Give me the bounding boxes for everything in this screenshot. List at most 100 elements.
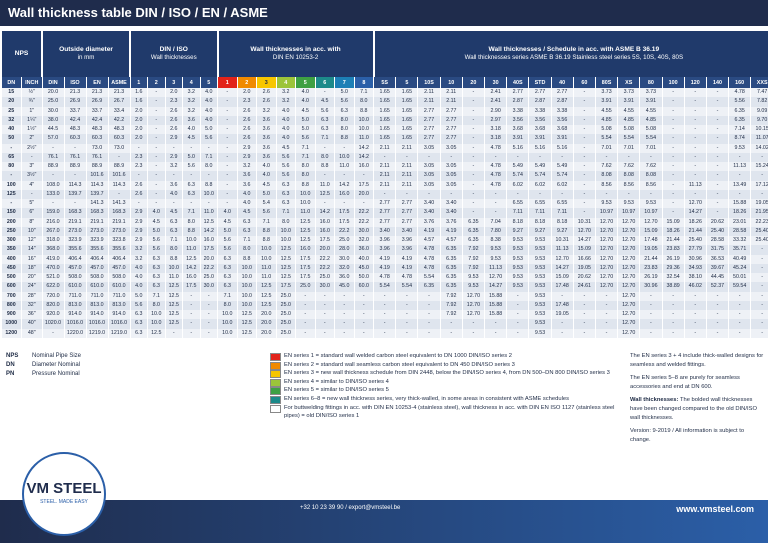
table-cell: 168.3: [85, 208, 108, 218]
table-cell: 219.1: [107, 217, 130, 227]
table-cell: -: [461, 134, 485, 144]
table-cell: -: [705, 291, 729, 301]
table-cell: 21.3: [107, 88, 130, 98]
table-cell: -: [182, 328, 200, 338]
table-cell: 12.70: [617, 310, 640, 320]
column-header: 20: [461, 77, 485, 88]
table-cell: 2.3: [129, 152, 148, 162]
table-cell: -: [129, 199, 148, 209]
table-cell: 100: [0, 180, 22, 190]
title: Wall thickness table DIN / ISO / EN / AS…: [0, 0, 768, 26]
table-cell: 2.77: [439, 106, 463, 116]
table-cell: 3.68: [506, 125, 529, 135]
color-swatch: [270, 404, 281, 413]
table-cell: -: [199, 319, 218, 329]
table-cell: 6.35: [461, 236, 485, 246]
table-cell: 8.8: [353, 106, 374, 116]
table-cell: -: [484, 199, 507, 209]
group-subtitle: Wall thicknesses series ASME B 36.19 Sta…: [464, 54, 684, 61]
table-cell: 168.3: [63, 208, 86, 218]
table-cell: 40": [21, 319, 42, 329]
table-cell: 5.6: [275, 162, 296, 172]
table-cell: -: [217, 115, 238, 125]
table-cell: 3.38: [550, 106, 574, 116]
table-cell: 323.9: [63, 236, 86, 246]
table-cell: 19.05: [550, 310, 574, 320]
table-cell: 2.77: [506, 88, 529, 98]
table-cell: 76.1: [63, 152, 86, 162]
table-cell: 3.2: [256, 106, 277, 116]
table-cell: 14.27: [484, 282, 507, 292]
table-cell: 20.0: [256, 310, 277, 320]
table-cell: -: [295, 319, 316, 329]
table-cell: 2.6: [236, 125, 257, 135]
table-cell: 6.3: [314, 125, 335, 135]
table-cell: 20.62: [572, 273, 596, 283]
table-cell: 3.40: [439, 208, 463, 218]
table-cell: 11.0: [295, 208, 316, 218]
table-cell: 7.01: [594, 143, 618, 153]
table-cell: -: [750, 254, 768, 264]
table-cell: 25.0: [275, 300, 296, 310]
abbreviation-key: DN: [6, 362, 15, 368]
table-cell: -: [683, 319, 707, 329]
table-cell: 21.95: [750, 208, 768, 218]
table-cell: 4.5: [217, 217, 238, 227]
table-cell: 3.40: [417, 208, 441, 218]
table-cell: 14.27: [572, 236, 596, 246]
table-cell: -: [705, 125, 729, 135]
table-cell: -: [705, 162, 729, 172]
table-cell: 4.19: [439, 226, 463, 236]
table-cell: 1016.0: [85, 319, 108, 329]
table-cell: -: [217, 88, 238, 98]
table-cell: 22.23: [750, 217, 768, 227]
table-cell: 10.0: [256, 254, 277, 264]
table-cell: 273.0: [107, 226, 130, 236]
table-cell: 2.77: [395, 208, 418, 218]
table-cell: -: [461, 152, 485, 162]
table-cell: 1200: [0, 328, 22, 338]
table-cell: -: [417, 291, 441, 301]
table-cell: -: [683, 291, 707, 301]
table-cell: -: [594, 189, 618, 199]
table-cell: 300: [0, 236, 22, 246]
table-cell: -: [572, 328, 596, 338]
table-cell: -: [705, 143, 729, 153]
table-cell: 17.12: [750, 180, 768, 190]
table-cell: 10.0: [147, 310, 165, 320]
table-cell: 9.27: [528, 226, 552, 236]
table-head: NPS Outside diameter in mm DIN / ISO Wall th…: [0, 31, 768, 88]
table-cell: 3.6: [164, 180, 183, 190]
table-cell: 12.5: [295, 217, 316, 227]
table-cell: 12.5: [199, 217, 218, 227]
table-cell: 125: [0, 189, 22, 199]
table-cell: 17.48: [550, 282, 574, 292]
column-header: DN: [0, 77, 22, 88]
table-cell: -: [217, 125, 238, 135]
table-cell: 5.6: [147, 236, 165, 246]
table-cell: 8.08: [594, 171, 618, 181]
table-cell: -: [217, 152, 238, 162]
table-cell: -: [572, 180, 596, 190]
table-cell: -: [594, 291, 618, 301]
table-cell: -: [217, 143, 238, 153]
table-cell: -: [182, 300, 200, 310]
table-cell: 813.0: [107, 300, 130, 310]
table-cell: -: [199, 171, 218, 181]
table-cell: -: [164, 328, 183, 338]
table-cell: -: [661, 125, 685, 135]
table-cell: 11.0: [164, 273, 183, 283]
table-cell: 12.5: [182, 254, 200, 264]
table-row: 150 6" 159.0 168.3 168.3 168.3 2.9 4.0 4.5 7.1 11.…: [0, 208, 768, 218]
table-cell: 38.0: [41, 115, 64, 125]
table-cell: 8.56: [639, 180, 663, 190]
table-cell: -: [750, 282, 768, 292]
table-cell: 9.53: [528, 245, 552, 255]
table-cell: -: [550, 152, 574, 162]
table-cell: 2.9: [164, 134, 183, 144]
table-cell: 73.0: [107, 143, 130, 153]
table-cell: 33.32: [728, 236, 751, 246]
table-cell: -: [572, 125, 596, 135]
table-cell: -: [705, 310, 729, 320]
table-cell: 15.88: [728, 199, 751, 209]
